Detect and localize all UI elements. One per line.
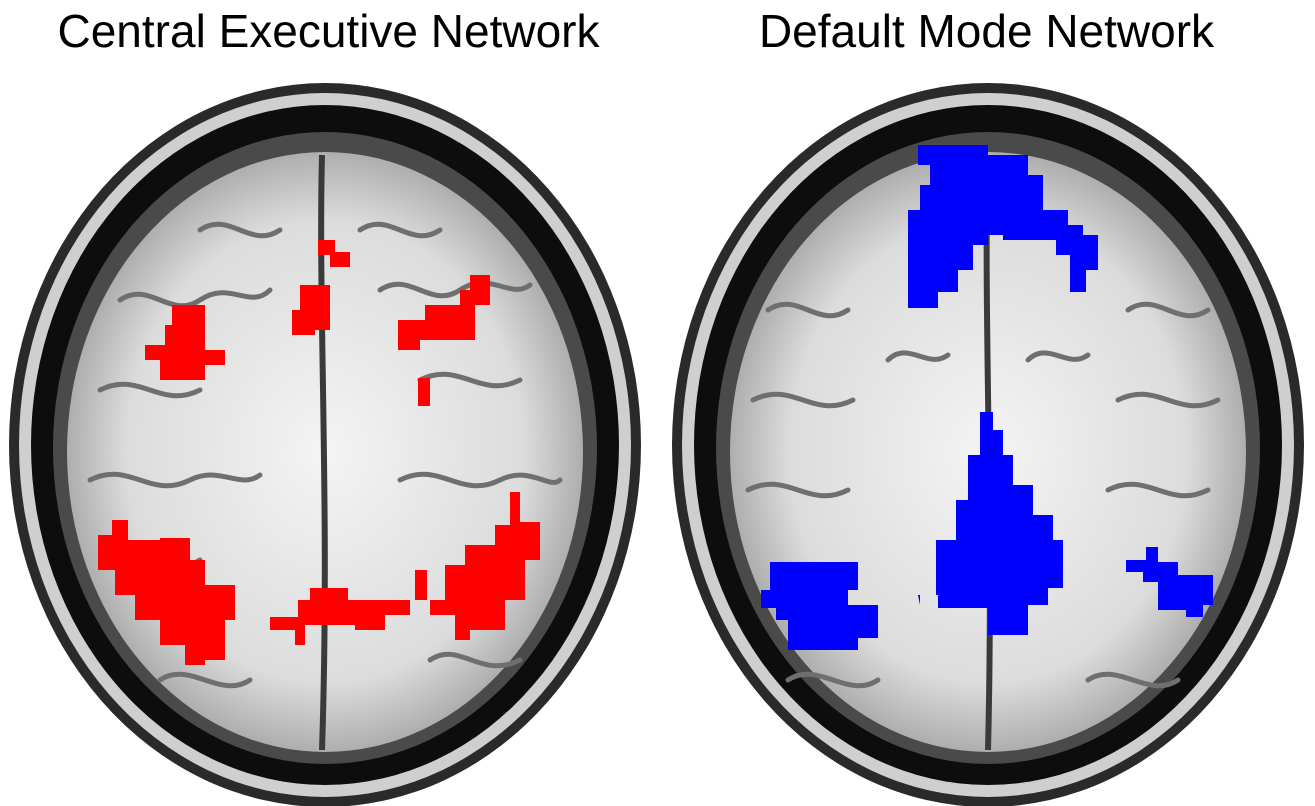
activation-cluster	[908, 145, 1098, 308]
activation-cluster	[415, 570, 427, 600]
activation-cluster	[292, 285, 330, 335]
panel-title: Central Executive Network	[57, 5, 600, 57]
activation-cluster	[270, 588, 410, 645]
activation-cluster	[918, 412, 1063, 635]
network-activation-overlay	[98, 240, 540, 665]
network-activation-overlay	[761, 145, 1213, 650]
activation-cluster	[761, 562, 878, 650]
central-executive-panel: Central Executive Network	[0, 0, 657, 806]
activation-cluster	[398, 275, 490, 350]
activation-cluster	[318, 240, 350, 267]
default-mode-panel: Default Mode Network	[658, 0, 1315, 806]
activation-cluster	[430, 492, 540, 640]
panel-title: Default Mode Network	[758, 5, 1215, 57]
activation-cluster	[98, 520, 235, 665]
activation-cluster	[1126, 547, 1213, 617]
brain-axial-slice	[9, 83, 641, 806]
activation-cluster	[418, 378, 430, 406]
brain-axial-slice	[672, 83, 1304, 806]
activation-cluster	[145, 305, 225, 380]
